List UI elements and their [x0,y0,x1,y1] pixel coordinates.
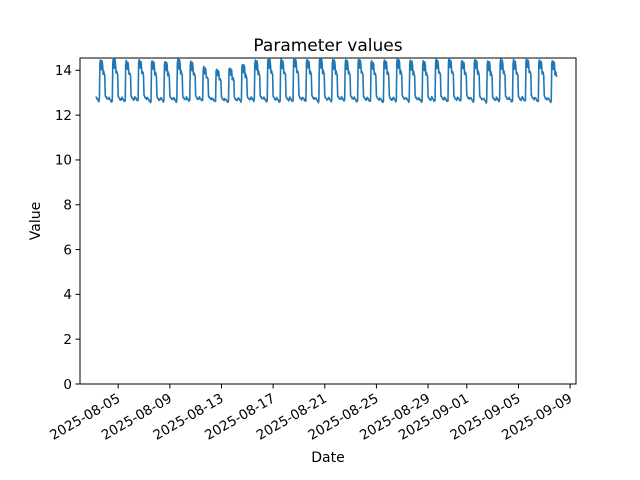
y-tick-label: 2 [63,332,72,348]
data-line [95,57,558,104]
y-tick-label: 10 [55,153,72,169]
y-tick-label: 8 [63,198,72,214]
chart-title: Parameter values [253,36,403,56]
y-tick-label: 0 [63,377,72,393]
y-tick-label: 14 [55,63,72,79]
y-tick-label: 12 [55,108,72,124]
y-tick-label: 6 [63,242,72,258]
plot-border [79,57,577,385]
y-tick-label: 4 [63,287,72,303]
x-axis-label: Date [311,450,345,466]
